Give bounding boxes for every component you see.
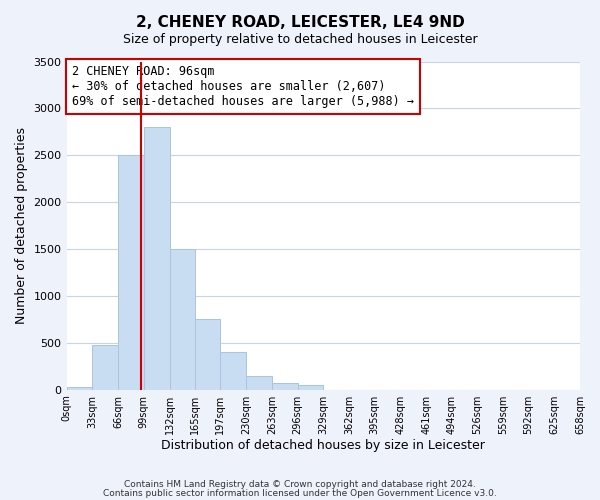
Bar	[272, 382, 298, 390]
Y-axis label: Number of detached properties: Number of detached properties	[15, 127, 28, 324]
Bar	[67, 388, 92, 390]
Text: Size of property relative to detached houses in Leicester: Size of property relative to detached ho…	[122, 32, 478, 46]
Text: Contains public sector information licensed under the Open Government Licence v3: Contains public sector information licen…	[103, 488, 497, 498]
Bar	[144, 127, 170, 390]
Bar	[118, 156, 144, 390]
Bar	[220, 352, 246, 390]
Text: 2, CHENEY ROAD, LEICESTER, LE4 9ND: 2, CHENEY ROAD, LEICESTER, LE4 9ND	[136, 15, 464, 30]
Bar	[92, 344, 118, 390]
Bar	[195, 320, 220, 390]
Text: 2 CHENEY ROAD: 96sqm
← 30% of detached houses are smaller (2,607)
69% of semi-de: 2 CHENEY ROAD: 96sqm ← 30% of detached h…	[71, 65, 413, 108]
Bar	[170, 249, 195, 390]
Text: Contains HM Land Registry data © Crown copyright and database right 2024.: Contains HM Land Registry data © Crown c…	[124, 480, 476, 489]
Bar	[298, 385, 323, 390]
X-axis label: Distribution of detached houses by size in Leicester: Distribution of detached houses by size …	[161, 440, 485, 452]
Bar	[246, 376, 272, 390]
